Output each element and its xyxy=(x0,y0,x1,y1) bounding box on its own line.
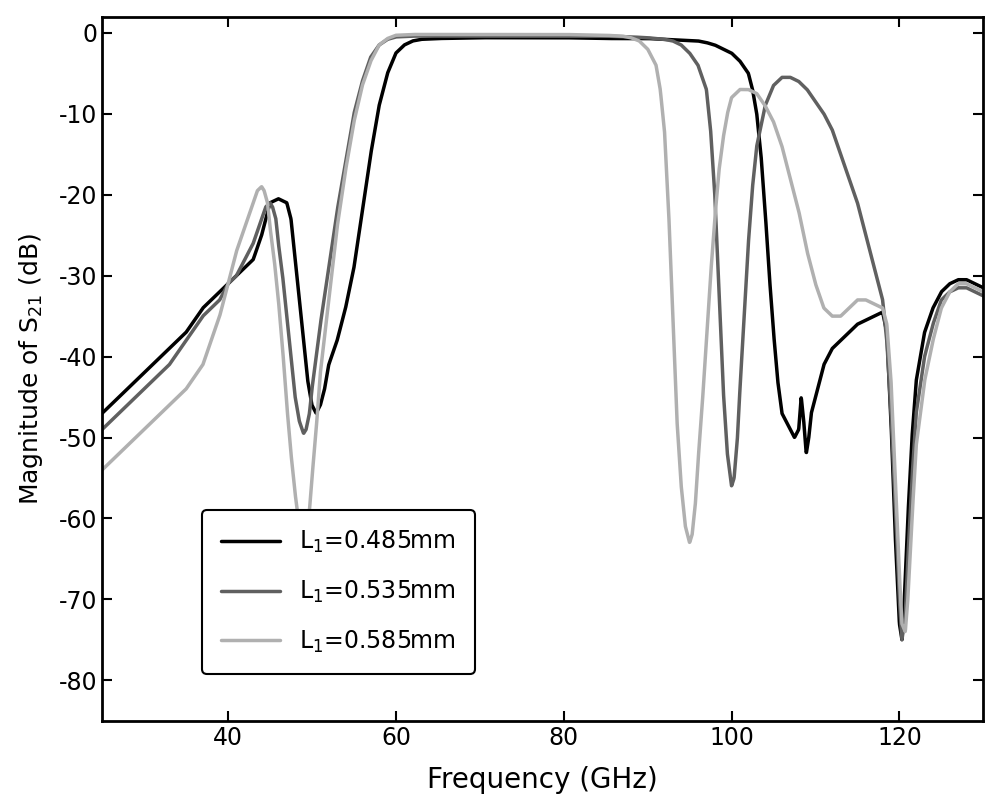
L$_1$=0.485mm xyxy=(961,275,973,285)
L$_1$=0.585mm xyxy=(96,465,108,474)
L$_1$=0.585mm xyxy=(473,30,485,40)
L$_1$=0.585mm xyxy=(249,193,261,203)
X-axis label: Frequency (GHz): Frequency (GHz) xyxy=(427,766,658,794)
L$_1$=0.485mm xyxy=(865,312,877,322)
Line: L$_1$=0.585mm: L$_1$=0.585mm xyxy=(102,35,983,632)
L$_1$=0.485mm xyxy=(472,33,484,43)
L$_1$=0.485mm xyxy=(977,283,989,293)
L$_1$=0.585mm xyxy=(899,627,911,637)
L$_1$=0.585mm xyxy=(961,279,973,289)
Y-axis label: Magnitude of S$_{21}$ (dB): Magnitude of S$_{21}$ (dB) xyxy=(17,233,45,504)
Legend: L$_1$=0.485mm, L$_1$=0.535mm, L$_1$=0.585mm: L$_1$=0.485mm, L$_1$=0.535mm, L$_1$=0.58… xyxy=(202,510,475,674)
L$_1$=0.535mm xyxy=(865,251,877,261)
L$_1$=0.585mm xyxy=(197,360,209,370)
L$_1$=0.535mm xyxy=(473,32,485,41)
L$_1$=0.585mm xyxy=(434,30,446,40)
L$_1$=0.485mm xyxy=(896,635,908,645)
L$_1$=0.535mm xyxy=(407,32,419,41)
L$_1$=0.535mm xyxy=(96,425,108,435)
L$_1$=0.485mm xyxy=(474,32,486,42)
L$_1$=0.535mm xyxy=(961,283,973,293)
L$_1$=0.535mm xyxy=(977,291,989,301)
L$_1$=0.485mm xyxy=(249,250,261,260)
L$_1$=0.535mm xyxy=(249,234,261,243)
L$_1$=0.485mm xyxy=(197,303,209,313)
L$_1$=0.585mm xyxy=(407,30,419,40)
L$_1$=0.535mm xyxy=(197,311,209,321)
L$_1$=0.535mm xyxy=(434,32,446,41)
L$_1$=0.485mm xyxy=(434,33,446,43)
L$_1$=0.585mm xyxy=(977,287,989,297)
Line: L$_1$=0.535mm: L$_1$=0.535mm xyxy=(102,36,983,640)
L$_1$=0.485mm xyxy=(96,409,108,418)
L$_1$=0.585mm xyxy=(865,298,877,307)
Line: L$_1$=0.485mm: L$_1$=0.485mm xyxy=(102,37,983,640)
L$_1$=0.535mm xyxy=(896,635,908,645)
